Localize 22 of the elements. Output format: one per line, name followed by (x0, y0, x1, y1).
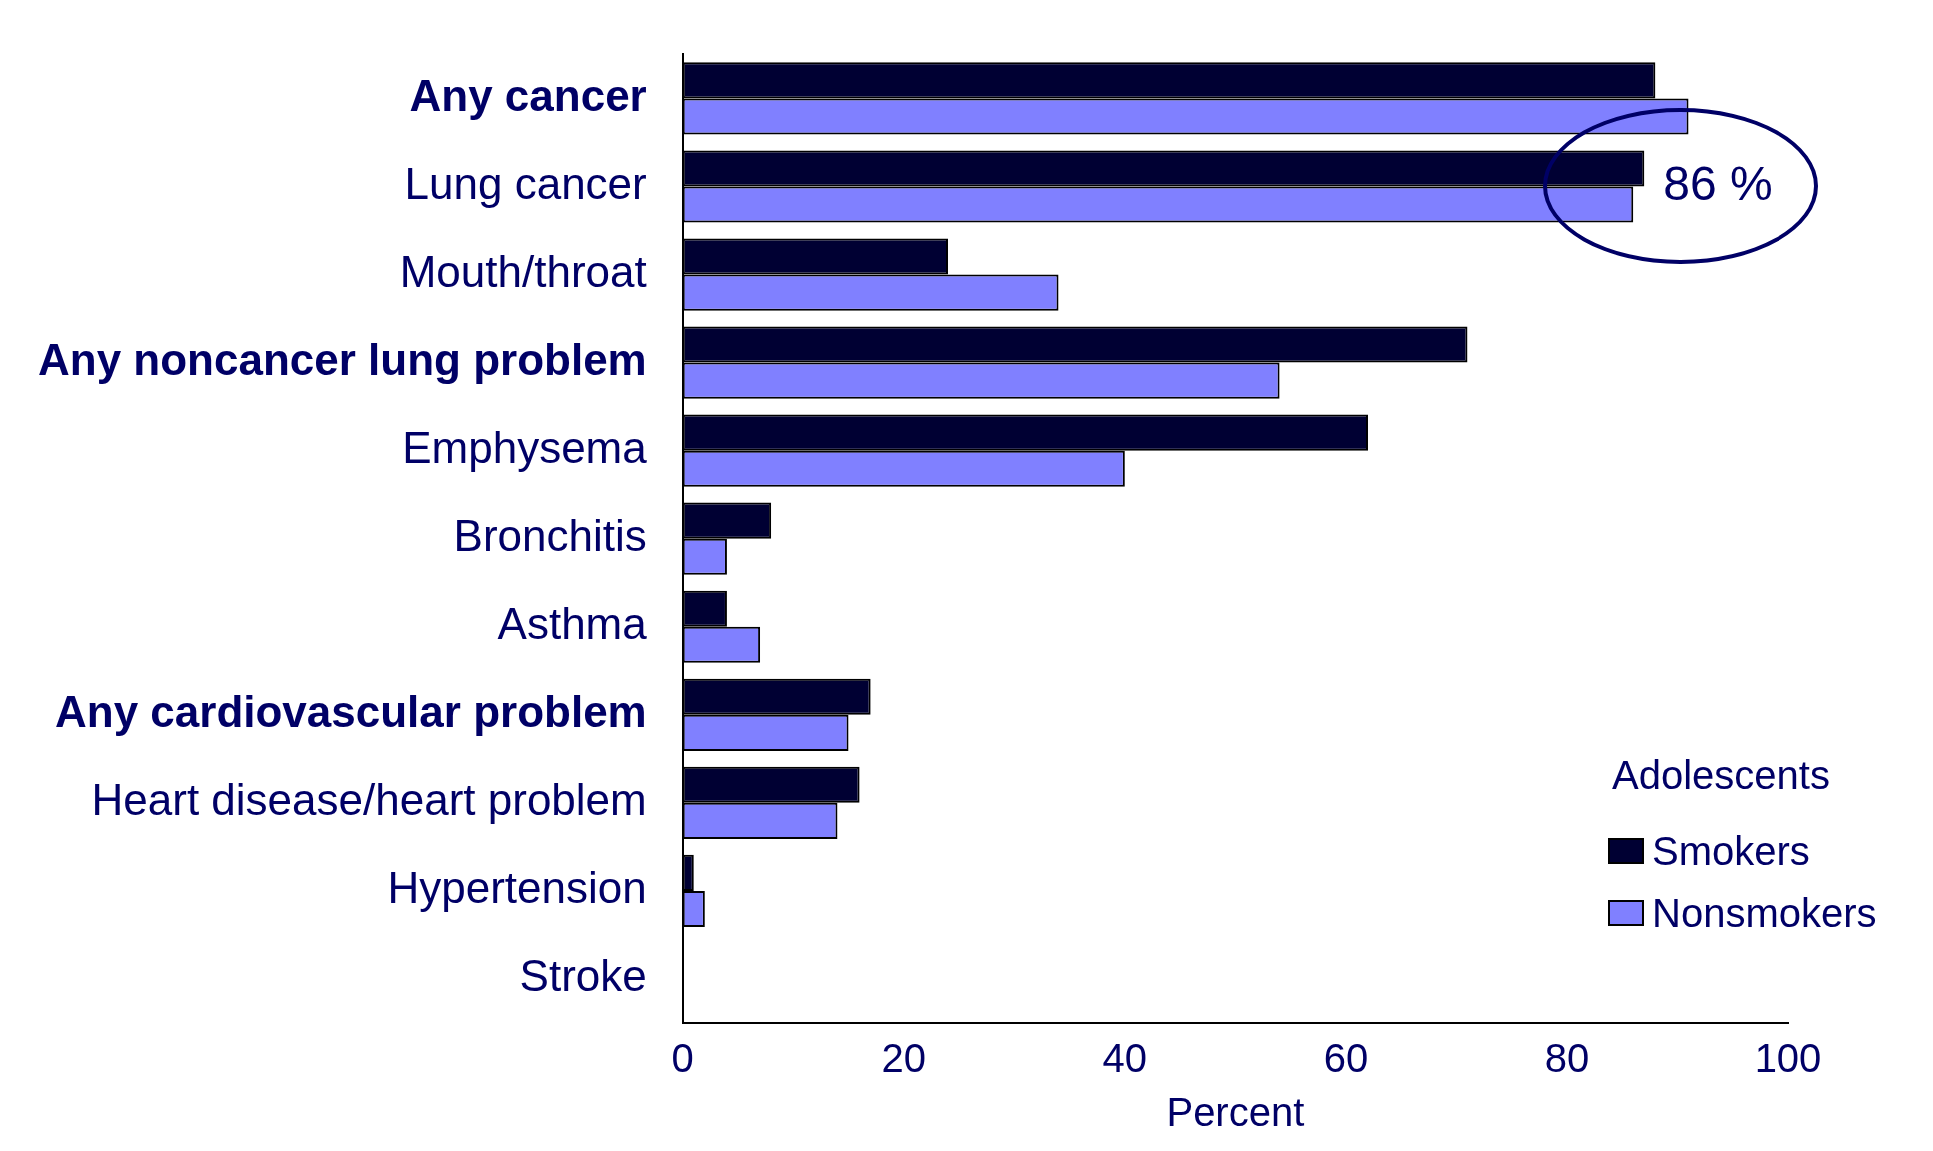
x-tick-label: 60 (1323, 1036, 1369, 1081)
y-tick-label: Any cancer (409, 70, 647, 120)
x-tick-label: 100 (1754, 1036, 1822, 1081)
legend-title: Adolescents (1612, 753, 1831, 798)
y-tick-label: Mouth/throat (399, 246, 647, 296)
x-tick-label: 80 (1544, 1036, 1590, 1081)
y-tick-label: Lung cancer (404, 158, 647, 208)
y-tick-label: Hypertension (387, 863, 647, 913)
y-tick-label: Stroke (519, 951, 647, 1001)
x-tick-label: 40 (1102, 1036, 1148, 1081)
x-tick-label: 0 (671, 1036, 694, 1081)
y-tick-label: Heart disease/heart problem (91, 775, 647, 824)
x-axis-title: Percent (1166, 1090, 1305, 1135)
annotation: 86 % (1663, 156, 1773, 210)
x-tick-label: 20 (881, 1036, 927, 1081)
y-tick-label: Asthma (497, 598, 648, 648)
legend-label: Nonsmokers (1652, 890, 1877, 936)
legend-label: Smokers (1652, 828, 1810, 874)
y-tick-label: Any noncancer lung problem (37, 334, 647, 384)
y-tick-label: Any cardiovascular problem (54, 686, 647, 736)
y-tick-label: Emphysema (402, 422, 648, 472)
y-tick-label: Bronchitis (453, 510, 647, 560)
